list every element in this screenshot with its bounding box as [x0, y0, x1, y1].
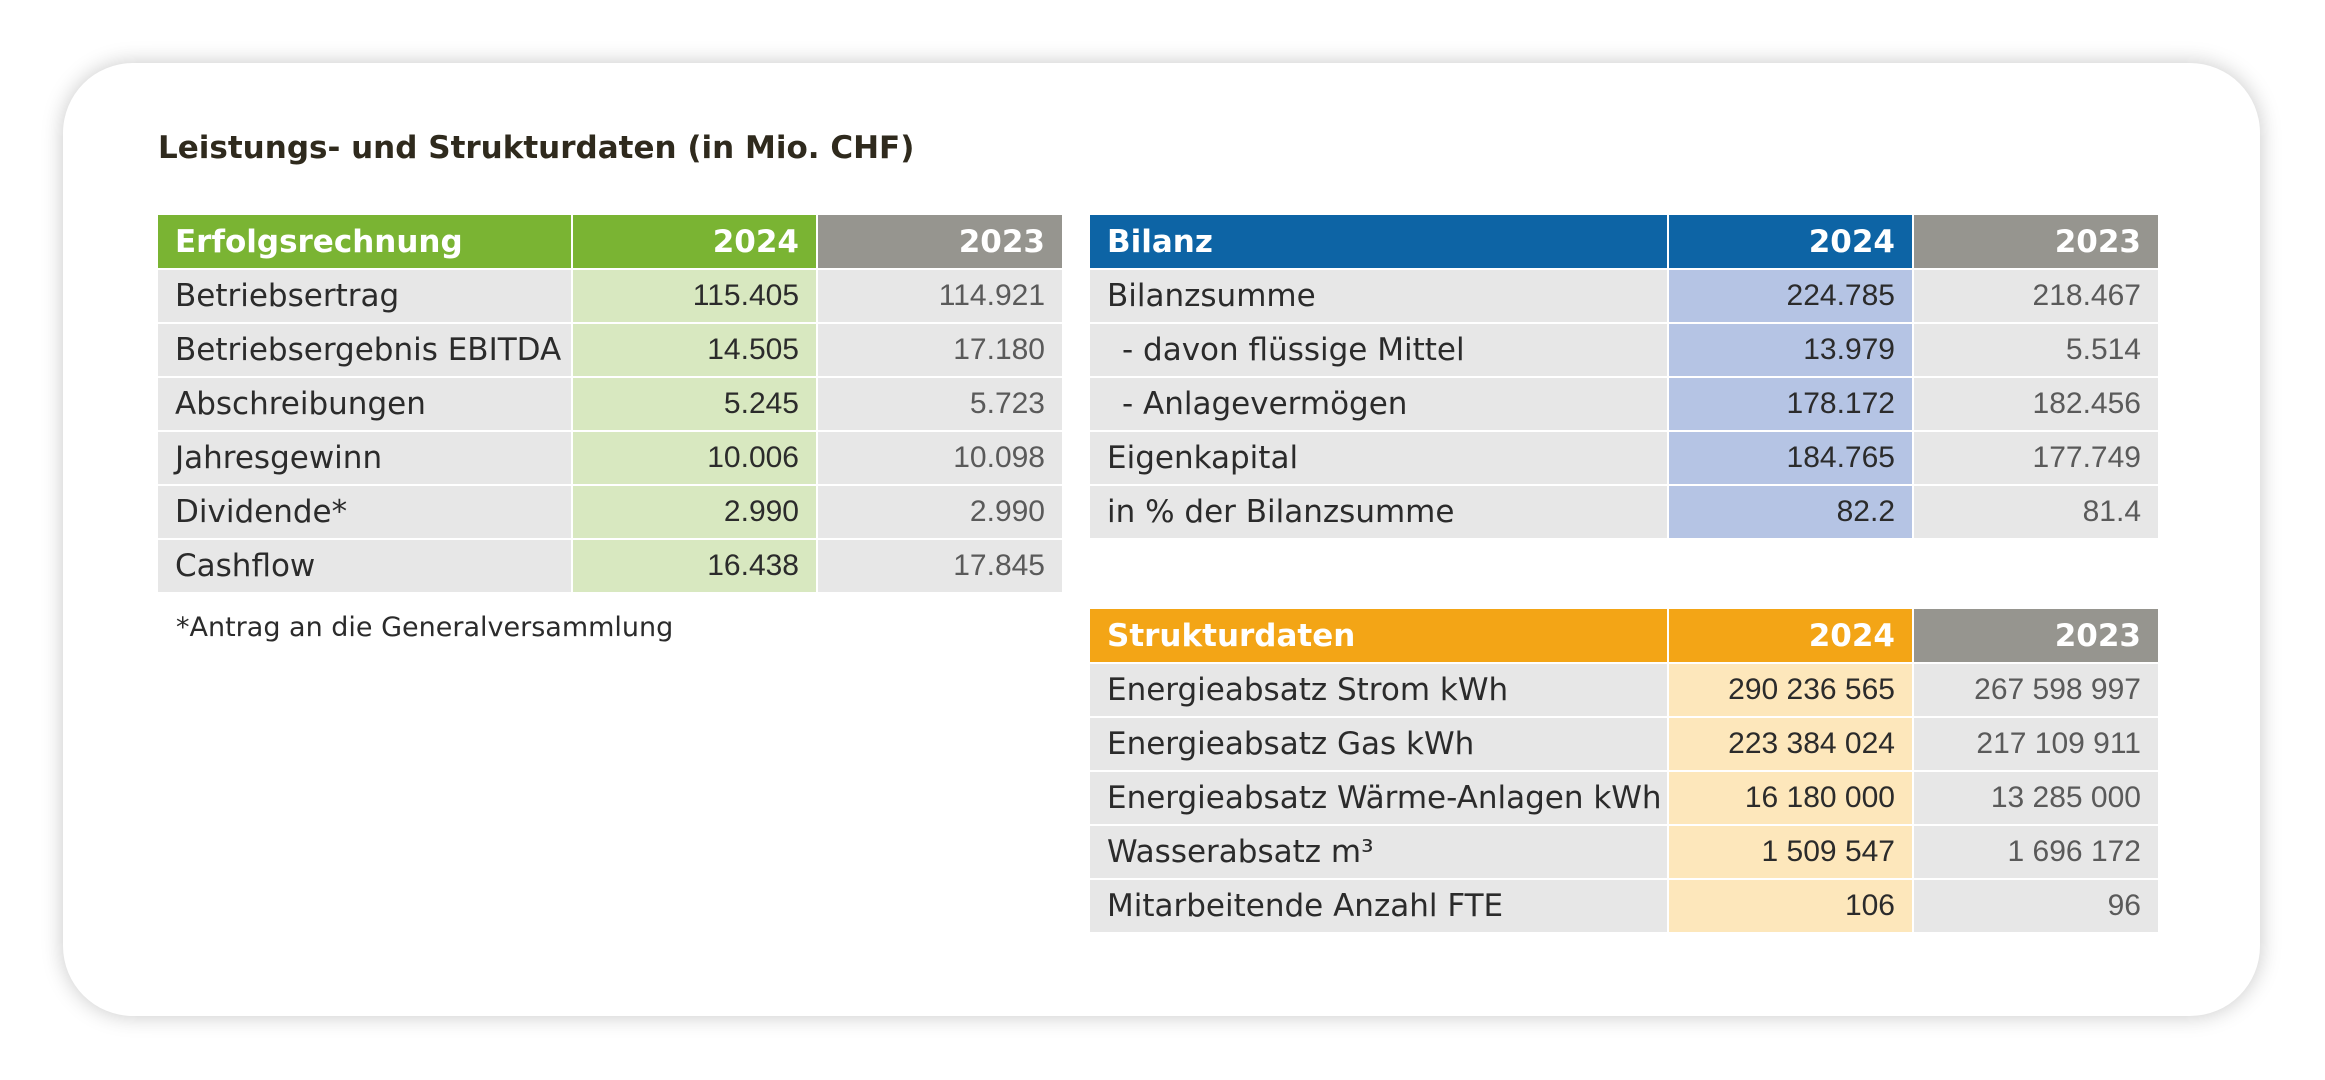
row-label: Energieabsatz Gas kWh [1090, 717, 1669, 772]
row-value-current: 224.785 [1668, 269, 1914, 324]
table-row: Energieabsatz Gas kWh 223 384 024 217 10… [1090, 717, 2158, 772]
table-row: Dividende* 2.990 2.990 [158, 485, 1062, 540]
row-label: Jahresgewinn [158, 431, 573, 486]
table-row: Cashflow 16.438 17.845 [158, 539, 1062, 594]
row-value-current: 16.438 [572, 539, 818, 594]
strukturdaten-table: Strukturdaten 2024 2023 Energieabsatz St… [1090, 609, 2158, 934]
table-row: - Anlagevermögen 178.172 182.456 [1090, 377, 2158, 432]
row-value-current: 14.505 [572, 323, 818, 378]
footnote: *Antrag an die Generalversammlung [176, 612, 674, 643]
row-label: Wasserabsatz m³ [1090, 825, 1669, 880]
row-value-current: 223 384 024 [1668, 717, 1914, 772]
row-value-previous: 182.456 [1913, 377, 2158, 432]
row-value-current: 106 [1668, 879, 1914, 934]
table-row: Jahresgewinn 10.006 10.098 [158, 431, 1062, 486]
row-label: Dividende* [158, 485, 573, 540]
table-row: Betriebsergebnis EBITDA 14.505 17.180 [158, 323, 1062, 378]
row-label: Mitarbeitende Anzahl FTE [1090, 879, 1669, 934]
row-value-current: 16 180 000 [1668, 771, 1914, 826]
row-label: in % der Bilanzsumme [1090, 485, 1669, 540]
table-row: Abschreibungen 5.245 5.723 [158, 377, 1062, 432]
row-value-current: 178.172 [1668, 377, 1914, 432]
row-label: - Anlagevermögen [1090, 377, 1669, 432]
row-value-previous: 13 285 000 [1913, 771, 2158, 826]
row-label: Betriebsergebnis EBITDA [158, 323, 573, 378]
table-header-row: Bilanz 2024 2023 [1090, 215, 2158, 270]
table-row: Energieabsatz Strom kWh 290 236 565 267 … [1090, 663, 2158, 718]
row-value-previous: 2.990 [817, 485, 1062, 540]
table-row: in % der Bilanzsumme 82.2 81.4 [1090, 485, 2158, 540]
bilanz-header-year-previous: 2023 [1913, 215, 2158, 270]
row-value-current: 10.006 [572, 431, 818, 486]
row-label: Bilanzsumme [1090, 269, 1669, 324]
strukturdaten-header-year-previous: 2023 [1913, 609, 2158, 664]
erfolgsrechnung-header-year-previous: 2023 [817, 215, 1062, 270]
table-row: Energieabsatz Wärme-Anlagen kWh 16 180 0… [1090, 771, 2158, 826]
row-value-current: 290 236 565 [1668, 663, 1914, 718]
row-value-previous: 10.098 [817, 431, 1062, 486]
erfolgsrechnung-header-label: Erfolgsrechnung [158, 215, 573, 270]
bilanz-table: Bilanz 2024 2023 Bilanzsumme 224.785 218… [1090, 215, 2158, 540]
erfolgsrechnung-table: Erfolgsrechnung 2024 2023 Betriebsertrag… [158, 215, 1062, 594]
page-title: Leistungs- und Strukturdaten (in Mio. CH… [158, 130, 915, 166]
row-label: Energieabsatz Strom kWh [1090, 663, 1669, 718]
row-value-previous: 177.749 [1913, 431, 2158, 486]
row-value-previous: 5.723 [817, 377, 1062, 432]
row-value-current: 115.405 [572, 269, 818, 324]
row-label: Cashflow [158, 539, 573, 594]
row-value-previous: 96 [1913, 879, 2158, 934]
row-label: Energieabsatz Wärme-Anlagen kWh [1090, 771, 1669, 826]
row-value-previous: 5.514 [1913, 323, 2158, 378]
row-value-previous: 218.467 [1913, 269, 2158, 324]
row-label: Eigenkapital [1090, 431, 1669, 486]
strukturdaten-header-label: Strukturdaten [1090, 609, 1669, 664]
row-value-previous: 217 109 911 [1913, 717, 2158, 772]
bilanz-header-year-current: 2024 [1668, 215, 1914, 270]
row-value-previous: 81.4 [1913, 485, 2158, 540]
table-header-row: Erfolgsrechnung 2024 2023 [158, 215, 1062, 270]
bilanz-header-label: Bilanz [1090, 215, 1669, 270]
table-row: Wasserabsatz m³ 1 509 547 1 696 172 [1090, 825, 2158, 880]
row-value-previous: 114.921 [817, 269, 1062, 324]
row-value-current: 2.990 [572, 485, 818, 540]
row-value-previous: 17.845 [817, 539, 1062, 594]
row-value-previous: 17.180 [817, 323, 1062, 378]
row-value-previous: 267 598 997 [1913, 663, 2158, 718]
table-header-row: Strukturdaten 2024 2023 [1090, 609, 2158, 664]
erfolgsrechnung-header-year-current: 2024 [572, 215, 818, 270]
row-value-current: 5.245 [572, 377, 818, 432]
row-label: Betriebsertrag [158, 269, 573, 324]
table-row: Eigenkapital 184.765 177.749 [1090, 431, 2158, 486]
row-value-current: 1 509 547 [1668, 825, 1914, 880]
table-row: Betriebsertrag 115.405 114.921 [158, 269, 1062, 324]
row-value-current: 82.2 [1668, 485, 1914, 540]
table-row: - davon flüssige Mittel 13.979 5.514 [1090, 323, 2158, 378]
row-value-current: 13.979 [1668, 323, 1914, 378]
row-label: Abschreibungen [158, 377, 573, 432]
row-value-current: 184.765 [1668, 431, 1914, 486]
row-label: - davon flüssige Mittel [1090, 323, 1669, 378]
strukturdaten-header-year-current: 2024 [1668, 609, 1914, 664]
table-row: Bilanzsumme 224.785 218.467 [1090, 269, 2158, 324]
row-value-previous: 1 696 172 [1913, 825, 2158, 880]
table-row: Mitarbeitende Anzahl FTE 106 96 [1090, 879, 2158, 934]
